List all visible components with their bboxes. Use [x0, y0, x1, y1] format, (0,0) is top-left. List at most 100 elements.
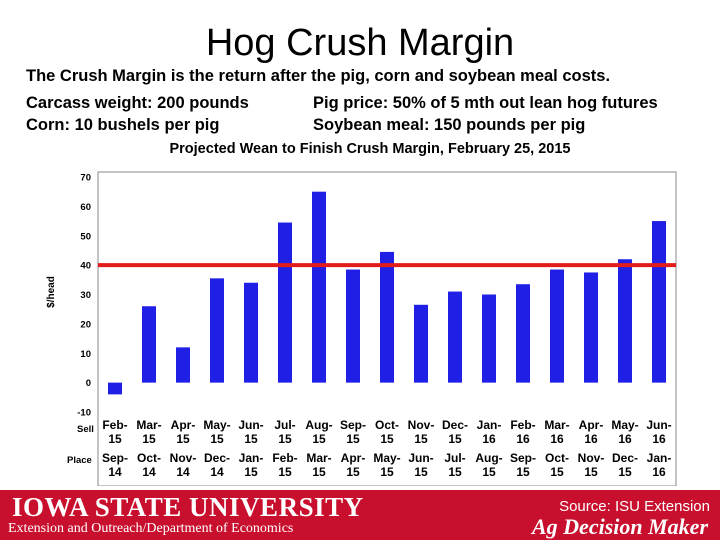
- sell-month-label: Mar-: [544, 418, 569, 432]
- y-tick-label: 40: [80, 261, 91, 272]
- x-axis-labels: SellPlaceFeb-15Sep-14Mar-15Oct-14Apr-15N…: [67, 418, 672, 479]
- sell-month-label: 15: [312, 432, 326, 446]
- sell-month-label: 15: [210, 432, 224, 446]
- bar: [108, 382, 122, 395]
- place-month-label: May-: [373, 451, 400, 465]
- y-tick-label: 60: [80, 202, 91, 213]
- y-tick-label: 30: [80, 290, 91, 301]
- place-month-label: Nov-: [170, 451, 197, 465]
- sell-month-label: 16: [652, 432, 666, 446]
- sell-month-label: 16: [482, 432, 496, 446]
- y-tick-label: 0: [86, 378, 91, 389]
- place-month-label: Apr-: [341, 451, 366, 465]
- sell-month-label: 15: [142, 432, 156, 446]
- place-month-label: Feb-: [272, 451, 297, 465]
- university-wordmark: IOWA STATE UNIVERSITY: [12, 492, 364, 522]
- place-month-label: Jan-: [647, 451, 672, 465]
- footer-bar: IOWA STATE UNIVERSITY Extension and Outr…: [0, 490, 720, 540]
- sell-month-label: 16: [618, 432, 632, 446]
- soybean-meal-text: Soybean meal: 150 pounds per pig: [313, 116, 586, 134]
- place-month-label: Sep-: [510, 451, 536, 465]
- place-month-label: Jan-: [239, 451, 264, 465]
- sell-month-label: 15: [346, 432, 360, 446]
- source-text: Source: ISU Extension: [559, 498, 710, 515]
- place-month-label: Oct-: [545, 451, 569, 465]
- bar: [142, 306, 156, 383]
- place-month-label: 15: [448, 465, 462, 479]
- bar: [550, 269, 564, 383]
- bar: [652, 221, 666, 383]
- chart-title: Projected Wean to Finish Crush Margin, F…: [169, 141, 570, 157]
- place-month-label: 15: [244, 465, 258, 479]
- place-month-label: Jul-: [444, 451, 465, 465]
- place-month-label: 15: [584, 465, 598, 479]
- sell-month-label: Feb-: [102, 418, 127, 432]
- place-month-label: 15: [414, 465, 428, 479]
- y-tick-label: 10: [80, 349, 91, 360]
- sell-month-label: Jul-: [274, 418, 295, 432]
- y-tick-label: 50: [80, 231, 91, 242]
- sell-month-label: 15: [244, 432, 258, 446]
- slide-title: Hog Crush Margin: [205, 22, 515, 64]
- bar-series: [108, 191, 666, 395]
- sell-month-label: May-: [203, 418, 230, 432]
- sell-month-label: Aug-: [305, 418, 332, 432]
- place-month-label: Sep-: [102, 451, 128, 465]
- bar: [414, 304, 428, 383]
- corn-text: Corn: 10 bushels per pig: [26, 116, 220, 134]
- bar: [482, 294, 496, 383]
- place-month-label: Jun-: [408, 451, 433, 465]
- place-month-label: 15: [278, 465, 292, 479]
- y-axis-ticks: -10 0 10 20 30 40 50 60 70: [77, 173, 91, 419]
- sell-month-label: 15: [278, 432, 292, 446]
- sell-month-label: Oct-: [375, 418, 399, 432]
- place-month-label: 15: [618, 465, 632, 479]
- bar: [244, 282, 258, 383]
- place-month-label: 15: [482, 465, 496, 479]
- place-month-label: Oct-: [137, 451, 161, 465]
- place-month-label: 14: [210, 465, 224, 479]
- sell-month-label: Mar-: [136, 418, 161, 432]
- sell-month-label: 15: [414, 432, 428, 446]
- sell-month-label: 16: [516, 432, 530, 446]
- sell-month-label: 15: [448, 432, 462, 446]
- y-tick-label: -10: [77, 408, 91, 419]
- bar: [584, 272, 598, 383]
- sell-row-label: Sell: [77, 424, 94, 435]
- place-month-label: 15: [516, 465, 530, 479]
- bar: [448, 291, 462, 383]
- bar: [176, 347, 190, 383]
- place-month-label: 15: [312, 465, 326, 479]
- bar: [312, 191, 326, 383]
- place-month-label: 15: [550, 465, 564, 479]
- sell-month-label: Apr-: [579, 418, 604, 432]
- sell-month-label: 16: [550, 432, 564, 446]
- place-month-label: 14: [142, 465, 156, 479]
- sell-month-label: Jun-: [238, 418, 263, 432]
- chart-svg: Projected Wean to Finish Crush Margin, F…: [46, 141, 677, 487]
- sell-month-label: May-: [611, 418, 638, 432]
- sell-month-label: Dec-: [442, 418, 468, 432]
- sell-month-label: Sep-: [340, 418, 366, 432]
- y-tick-label: 20: [80, 319, 91, 330]
- y-tick-label: 70: [80, 173, 91, 184]
- bar: [618, 259, 632, 383]
- place-month-label: 14: [108, 465, 122, 479]
- place-month-label: Dec-: [612, 451, 638, 465]
- sell-month-label: 16: [584, 432, 598, 446]
- place-month-label: Mar-: [306, 451, 331, 465]
- sell-month-label: Jan-: [477, 418, 502, 432]
- sell-month-label: 15: [108, 432, 122, 446]
- place-month-label: 16: [652, 465, 666, 479]
- sell-month-label: 15: [176, 432, 190, 446]
- carcass-weight-text: Carcass weight: 200 pounds: [26, 94, 249, 112]
- bar: [346, 269, 360, 383]
- place-month-label: Nov-: [578, 451, 605, 465]
- place-month-label: Dec-: [204, 451, 230, 465]
- bar: [516, 284, 530, 383]
- place-month-label: 15: [380, 465, 394, 479]
- y-axis-label: $/head: [46, 276, 57, 308]
- sell-month-label: Jun-: [646, 418, 671, 432]
- sell-month-label: 15: [380, 432, 394, 446]
- bar: [380, 251, 394, 383]
